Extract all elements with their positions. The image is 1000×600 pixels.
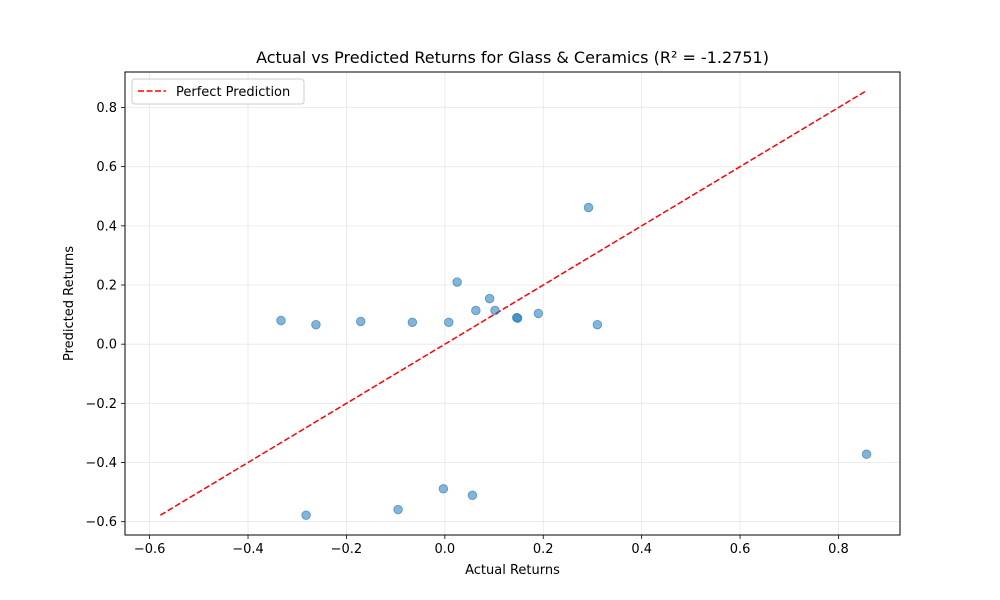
x-tick-label: −0.6: [134, 542, 166, 557]
perfect-prediction-line-layer: [160, 89, 867, 516]
x-tick-label: 0.2: [533, 542, 554, 557]
x-tick-label: 0.4: [631, 542, 652, 557]
scatter-point: [484, 293, 495, 304]
x-tick-label: −0.2: [331, 542, 363, 557]
scatter-point: [471, 305, 481, 316]
y-tick-label: 0.6: [96, 160, 117, 175]
legend-box: [131, 78, 305, 105]
scatter-point: [467, 490, 478, 501]
scatter-point: [407, 317, 418, 327]
x-axis-label: Actual Returns: [465, 563, 560, 578]
chart-title: Actual vs Predicted Returns for Glass & …: [256, 48, 769, 67]
scatter-point: [301, 510, 311, 520]
y-axis-label: Predicted Returns: [62, 246, 77, 361]
x-tick-label: 0.0: [434, 542, 455, 557]
plot-area-frame: [124, 71, 901, 536]
x-tick-label: −0.4: [232, 542, 264, 557]
scatter-points: [276, 202, 872, 520]
y-tick-label: 0.0: [96, 338, 117, 353]
axis-ticks: −0.6 −0.4 −0.2 0.0 0.2 0.4 0.6 0.8 −0.6 −0.4 −0.2 0…: [85, 101, 848, 557]
scatter-point: [276, 315, 286, 326]
scatter-point: [438, 484, 449, 494]
scatter-point: [311, 319, 321, 330]
y-tick-label: −0.2: [85, 397, 117, 412]
scatter-point: [452, 277, 462, 287]
y-tick-label: 0.8: [96, 101, 117, 116]
x-tick-label: 0.6: [730, 542, 751, 557]
scatter-point: [512, 313, 523, 323]
y-tick-label: 0.4: [96, 219, 117, 234]
grid-lines: [125, 72, 900, 535]
legend-label: Perfect Prediction: [176, 85, 290, 100]
scatter-point: [490, 305, 500, 316]
y-tick-label: −0.6: [85, 515, 117, 530]
scatter-point: [533, 308, 544, 319]
scatter-point: [592, 319, 603, 330]
x-tick-label: 0.8: [828, 542, 849, 557]
scatter-point: [861, 449, 872, 459]
scatter-point: [444, 317, 454, 327]
scatter-point: [355, 316, 366, 327]
perfect-prediction-line: [160, 89, 867, 516]
scatter-point: [583, 202, 594, 213]
scatter-point: [393, 504, 403, 515]
y-tick-label: −0.4: [85, 456, 117, 471]
y-tick-label: 0.2: [96, 279, 117, 294]
legend: Perfect Prediction: [131, 78, 305, 105]
